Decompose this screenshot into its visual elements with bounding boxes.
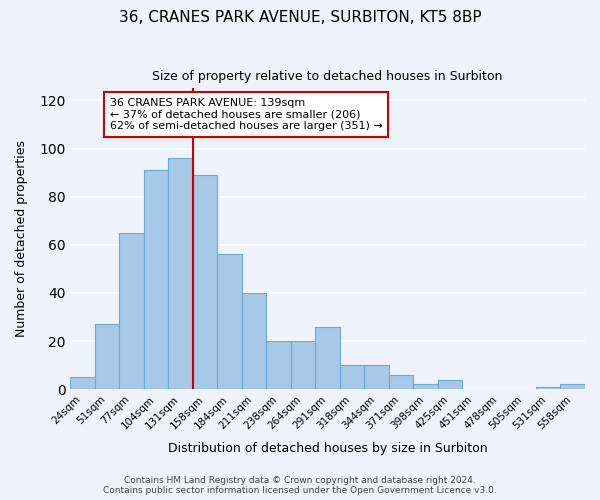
Text: 36, CRANES PARK AVENUE, SURBITON, KT5 8BP: 36, CRANES PARK AVENUE, SURBITON, KT5 8B… (119, 10, 481, 25)
Bar (291, 341, 316, 389)
Bar (144, 170, 169, 389)
Bar (242, 293, 266, 389)
Bar (217, 254, 242, 389)
Bar (536, 387, 560, 389)
Bar (413, 384, 438, 389)
Bar (193, 175, 217, 389)
Y-axis label: Number of detached properties: Number of detached properties (15, 140, 28, 338)
Bar (560, 384, 585, 389)
Bar (266, 341, 291, 389)
Bar (119, 232, 144, 389)
Text: 36 CRANES PARK AVENUE: 139sqm
← 37% of detached houses are smaller (206)
62% of : 36 CRANES PARK AVENUE: 139sqm ← 37% of d… (110, 98, 382, 131)
Bar (438, 380, 463, 389)
Text: Contains HM Land Registry data © Crown copyright and database right 2024.
Contai: Contains HM Land Registry data © Crown c… (103, 476, 497, 495)
Bar (316, 326, 340, 389)
X-axis label: Distribution of detached houses by size in Surbiton: Distribution of detached houses by size … (168, 442, 487, 455)
Bar (95, 324, 119, 389)
Title: Size of property relative to detached houses in Surbiton: Size of property relative to detached ho… (152, 70, 503, 83)
Bar (169, 158, 193, 389)
Bar (389, 374, 413, 389)
Bar (70, 377, 95, 389)
Bar (364, 365, 389, 389)
Bar (340, 365, 364, 389)
